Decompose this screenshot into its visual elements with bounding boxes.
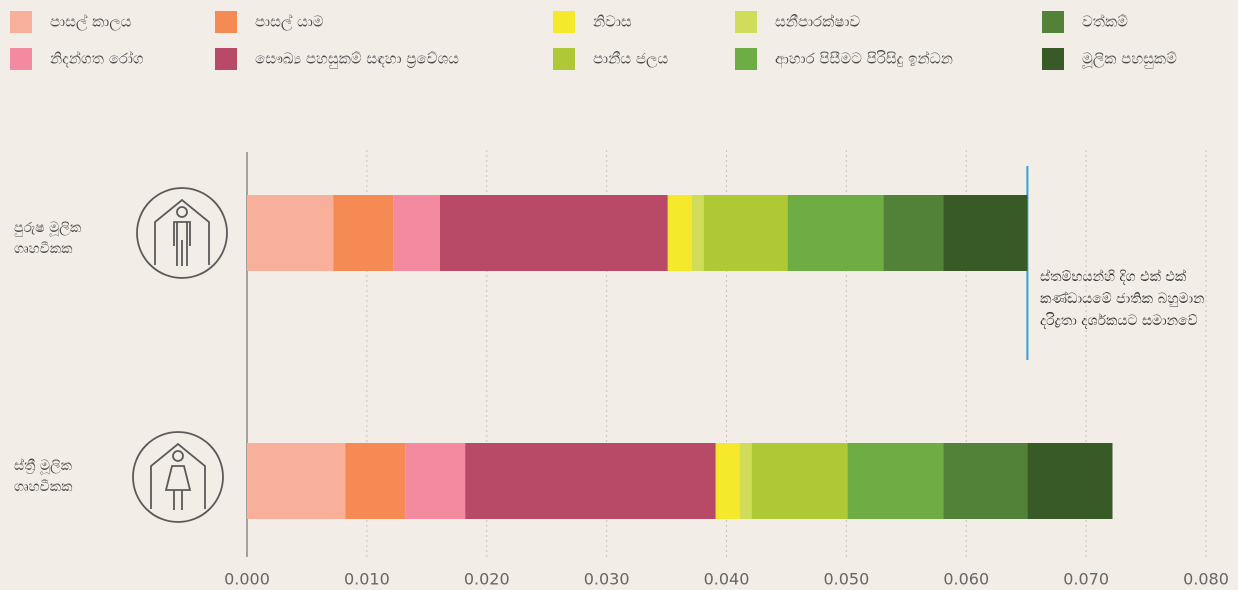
legend-swatch — [735, 48, 757, 70]
bar-segment — [883, 195, 944, 271]
female-icon — [132, 431, 224, 523]
x-tick-label: 0.050 — [823, 570, 869, 589]
bar-segment — [943, 195, 1028, 271]
bar-segment — [393, 195, 440, 271]
legend-label: පාසල් කාලය — [50, 12, 132, 30]
bar-segment — [751, 443, 848, 519]
bar-segment — [439, 195, 668, 271]
legend-label: පානීය ජලය — [593, 50, 668, 68]
legend-swatch — [215, 48, 237, 70]
legend-swatch — [10, 11, 32, 33]
bar-segment — [691, 195, 704, 271]
bar-segment — [847, 443, 944, 519]
legend-swatch — [553, 48, 575, 70]
legend-label: ආහාර පිසීමට පිරිසිදු ඉන්ධන — [775, 49, 953, 68]
bar-segment — [405, 443, 466, 519]
x-tick-label: 0.080 — [1183, 570, 1229, 589]
bar-segment — [465, 443, 716, 519]
x-tick-label: 0.060 — [943, 570, 989, 589]
bar-segment — [739, 443, 752, 519]
male-icon — [136, 187, 228, 279]
bar-segment — [943, 443, 1028, 519]
x-tick-label: 0.040 — [704, 570, 750, 589]
bar-segment — [667, 195, 692, 271]
legend-label: පාසල් යාම — [255, 12, 324, 30]
x-tick-label: 0.020 — [464, 570, 510, 589]
bar-segment — [247, 195, 334, 271]
x-tick-label: 0.030 — [584, 570, 630, 589]
x-tick-label: 0.000 — [224, 570, 270, 589]
category-label: පුරුෂ මූලික ගෘහවීකක — [14, 220, 82, 257]
legend-label: වත්කම් — [1082, 12, 1128, 30]
bar-segment — [715, 443, 740, 519]
x-tick-label: 0.010 — [344, 570, 390, 589]
bar-segment — [1027, 443, 1113, 519]
legend-swatch — [1042, 11, 1064, 33]
bar-segment — [333, 195, 394, 271]
legend-label: මූලික පහසුකම් — [1082, 50, 1177, 69]
legend-swatch — [553, 11, 575, 33]
bar-segment — [703, 195, 788, 271]
bar-segment — [345, 443, 406, 519]
legend-swatch — [215, 11, 237, 33]
category-label: ස්ත්‍රී මූලික ගෘහවීකක — [14, 458, 73, 495]
legend-label: සනීපාරක්ෂාව — [775, 12, 860, 30]
bar-segment — [787, 195, 884, 271]
x-tick-label: 0.070 — [1063, 570, 1109, 589]
legend-label: නිවාස — [593, 13, 632, 31]
legend-label: නිදන්ගත රෝග — [50, 49, 144, 67]
legend-swatch — [735, 11, 757, 33]
legend-swatch — [10, 48, 32, 70]
annotation: ස්තම්භයන්හි දිග එක් එක් කණ්ඩායමේ ජාතික බ… — [1040, 269, 1205, 329]
legend-swatch — [1042, 48, 1064, 70]
legend-label: සෞඛ්‍ය පහසුකම් සඳහා ප්‍රවේශය — [255, 50, 459, 69]
bar-segment — [247, 443, 346, 519]
